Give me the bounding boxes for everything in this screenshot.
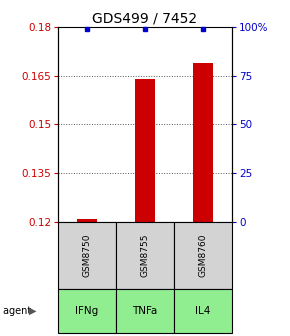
FancyBboxPatch shape bbox=[174, 222, 232, 289]
Text: GSM8755: GSM8755 bbox=[140, 234, 150, 277]
FancyBboxPatch shape bbox=[58, 222, 116, 289]
FancyBboxPatch shape bbox=[174, 289, 232, 333]
FancyBboxPatch shape bbox=[116, 289, 174, 333]
Bar bbox=[135, 79, 155, 222]
Title: GDS499 / 7452: GDS499 / 7452 bbox=[93, 12, 197, 26]
Text: GSM8750: GSM8750 bbox=[82, 234, 92, 277]
FancyBboxPatch shape bbox=[58, 289, 116, 333]
Bar bbox=[193, 62, 213, 222]
Text: ▶: ▶ bbox=[29, 306, 37, 316]
Bar bbox=[77, 218, 97, 222]
Text: IFNg: IFNg bbox=[75, 306, 99, 316]
Text: agent: agent bbox=[3, 306, 34, 316]
FancyBboxPatch shape bbox=[116, 222, 174, 289]
Text: IL4: IL4 bbox=[195, 306, 211, 316]
Text: GSM8760: GSM8760 bbox=[198, 234, 208, 277]
Text: TNFa: TNFa bbox=[132, 306, 158, 316]
